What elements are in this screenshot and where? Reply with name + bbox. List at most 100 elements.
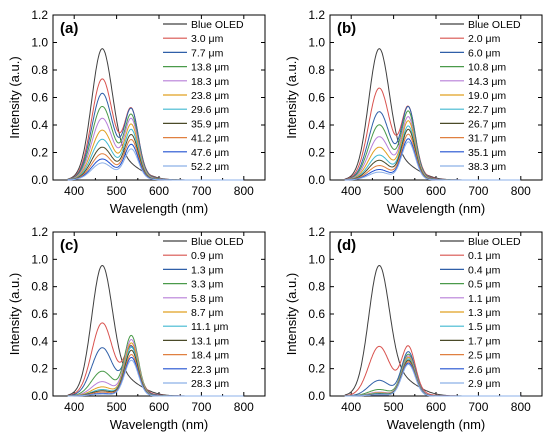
x-tick-label: 500 bbox=[384, 400, 404, 414]
x-tick-label: 700 bbox=[191, 184, 211, 198]
series-line bbox=[344, 141, 521, 181]
legend-entry: 35.9 μm bbox=[191, 118, 229, 130]
panel-c: 400 500 600 700 800 0.0 0.2 0.4 0.6 0.8 1.0 1.2 Wave… bbox=[7, 225, 266, 432]
legend: Blue OLED 2.0 μm 6.0 μm 10.8 μm 14.3 μm 19.0 … bbox=[440, 19, 521, 173]
y-tick-label: 0.0 bbox=[308, 173, 325, 187]
panel-label: (d) bbox=[337, 237, 356, 254]
legend-entry: 11.1 μm bbox=[191, 321, 229, 333]
y-tick-label: 0.2 bbox=[308, 146, 325, 160]
x-axis-label: Wavelength (nm) bbox=[387, 417, 486, 432]
x-axis-label: Wavelength (nm) bbox=[110, 201, 209, 216]
legend-entry: 0.1 μm bbox=[468, 250, 501, 262]
legend-entry: 22.7 μm bbox=[468, 104, 506, 116]
y-tick-label: 0.8 bbox=[31, 280, 48, 294]
series-line bbox=[67, 359, 244, 397]
y-axis-label: Intensity (a.u.) bbox=[7, 56, 22, 138]
x-axis-label: Wavelength (nm) bbox=[387, 201, 486, 216]
y-tick-label: 0.6 bbox=[31, 307, 48, 321]
legend-entry: 38.3 μm bbox=[468, 161, 506, 173]
y-axis-label: Intensity (a.u.) bbox=[7, 273, 22, 355]
legend-entry: 14.3 μm bbox=[468, 76, 506, 88]
y-tick-label: 0.4 bbox=[31, 334, 48, 348]
legend-entry: 1.3 μm bbox=[468, 307, 501, 319]
y-tick-label: 0.8 bbox=[308, 63, 325, 77]
x-tick-label: 600 bbox=[426, 184, 446, 198]
legend-entry: 1.1 μm bbox=[468, 293, 501, 305]
y-tick-label: 0.2 bbox=[308, 362, 325, 376]
legend-entry: Blue OLED bbox=[468, 236, 521, 248]
legend: Blue OLED 3.0 μm 7.7 μm 13.8 μm 18.3 μm 23.8 … bbox=[163, 19, 244, 173]
y-tick-label: 0.0 bbox=[31, 389, 48, 403]
y-tick-label: 0.2 bbox=[31, 146, 48, 160]
x-tick-label: 700 bbox=[468, 184, 488, 198]
legend-entry: 1.7 μm bbox=[468, 335, 501, 347]
x-tick-label: 600 bbox=[149, 184, 169, 198]
y-tick-label: 0.0 bbox=[308, 389, 325, 403]
y-tick-label: 1.2 bbox=[308, 225, 325, 239]
plot-frame bbox=[329, 231, 543, 397]
y-tick-label: 0.8 bbox=[308, 280, 325, 294]
y-tick-label: 1.0 bbox=[31, 36, 48, 50]
legend-entry: 2.5 μm bbox=[468, 350, 501, 362]
y-tick-label: 1.2 bbox=[31, 8, 48, 22]
x-tick-label: 600 bbox=[426, 400, 446, 414]
legend-entry: 3.0 μm bbox=[191, 33, 224, 45]
legend: Blue OLED 0.1 μm 0.4 μm 0.5 μm 1.1 μm 1.3 μm 1… bbox=[440, 236, 521, 390]
legend-entry: 10.8 μm bbox=[468, 62, 506, 74]
legend-entry: 7.7 μm bbox=[191, 47, 224, 59]
legend-entry: 13.1 μm bbox=[191, 335, 229, 347]
x-tick-label: 800 bbox=[234, 184, 254, 198]
legend-entry: Blue OLED bbox=[191, 19, 244, 31]
x-tick-label: 400 bbox=[341, 400, 361, 414]
x-axis-label: Wavelength (nm) bbox=[110, 417, 209, 432]
series-line bbox=[67, 148, 244, 181]
legend-entry: 28.3 μm bbox=[191, 378, 229, 390]
y-tick-label: 0.0 bbox=[31, 173, 48, 187]
panel-label: (a) bbox=[60, 20, 78, 37]
y-tick-label: 1.0 bbox=[31, 252, 48, 266]
x-tick-label: 400 bbox=[64, 400, 84, 414]
legend-entry: 23.8 μm bbox=[191, 90, 229, 102]
legend-entry: 2.6 μm bbox=[468, 364, 501, 376]
legend-entry: 1.5 μm bbox=[468, 321, 501, 333]
legend-entry: 35.1 μm bbox=[468, 147, 506, 159]
y-tick-label: 0.4 bbox=[31, 118, 48, 132]
legend-entry: 13.8 μm bbox=[191, 62, 229, 74]
x-tick-label: 700 bbox=[468, 400, 488, 414]
legend-entry: 8.7 μm bbox=[191, 307, 224, 319]
x-tick-label: 600 bbox=[149, 400, 169, 414]
legend-entry: 0.9 μm bbox=[191, 250, 224, 262]
legend: Blue OLED 0.9 μm 1.3 μm 3.3 μm 5.8 μm 8.7 μm 1… bbox=[163, 236, 244, 390]
y-tick-label: 1.2 bbox=[31, 225, 48, 239]
series-line bbox=[344, 363, 521, 397]
x-tick-label: 500 bbox=[107, 400, 127, 414]
legend-entry: 26.7 μm bbox=[468, 118, 506, 130]
legend-entry: Blue OLED bbox=[468, 19, 521, 31]
y-tick-label: 0.6 bbox=[308, 91, 325, 105]
legend-entry: 2.0 μm bbox=[468, 33, 501, 45]
legend-entry: 5.8 μm bbox=[191, 293, 224, 305]
y-tick-label: 0.6 bbox=[31, 91, 48, 105]
panel-label: (b) bbox=[337, 20, 356, 37]
legend-entry: 31.7 μm bbox=[468, 133, 506, 145]
legend-entry: 0.5 μm bbox=[468, 279, 501, 291]
panel-b: 400 500 600 700 800 0.0 0.2 0.4 0.6 0.8 1.0 1.2 Wave… bbox=[284, 8, 543, 216]
legend-entry: 18.4 μm bbox=[191, 350, 229, 362]
y-axis-label: Intensity (a.u.) bbox=[284, 56, 299, 138]
legend-entry: 47.6 μm bbox=[191, 147, 229, 159]
panel-a: 400 500 600 700 800 0.0 0.2 0.4 0.6 0.8 1.0 1.2 Wave… bbox=[7, 8, 266, 216]
x-tick-label: 800 bbox=[234, 400, 254, 414]
legend-entry: 18.3 μm bbox=[191, 76, 229, 88]
legend-entry: 3.3 μm bbox=[191, 279, 224, 291]
legend-entry: 0.4 μm bbox=[468, 264, 501, 276]
legend-entry: Blue OLED bbox=[191, 236, 244, 248]
x-tick-label: 400 bbox=[341, 184, 361, 198]
panel-d: 400 500 600 700 800 0.0 0.2 0.4 0.6 0.8 1.0 1.2 Wave… bbox=[284, 225, 543, 432]
panel-label: (c) bbox=[60, 237, 78, 254]
legend-entry: 29.6 μm bbox=[191, 104, 229, 116]
x-tick-label: 500 bbox=[107, 184, 127, 198]
y-tick-label: 1.2 bbox=[308, 8, 325, 22]
x-tick-label: 800 bbox=[511, 400, 531, 414]
y-tick-label: 0.6 bbox=[308, 307, 325, 321]
legend-entry: 2.9 μm bbox=[468, 378, 501, 390]
